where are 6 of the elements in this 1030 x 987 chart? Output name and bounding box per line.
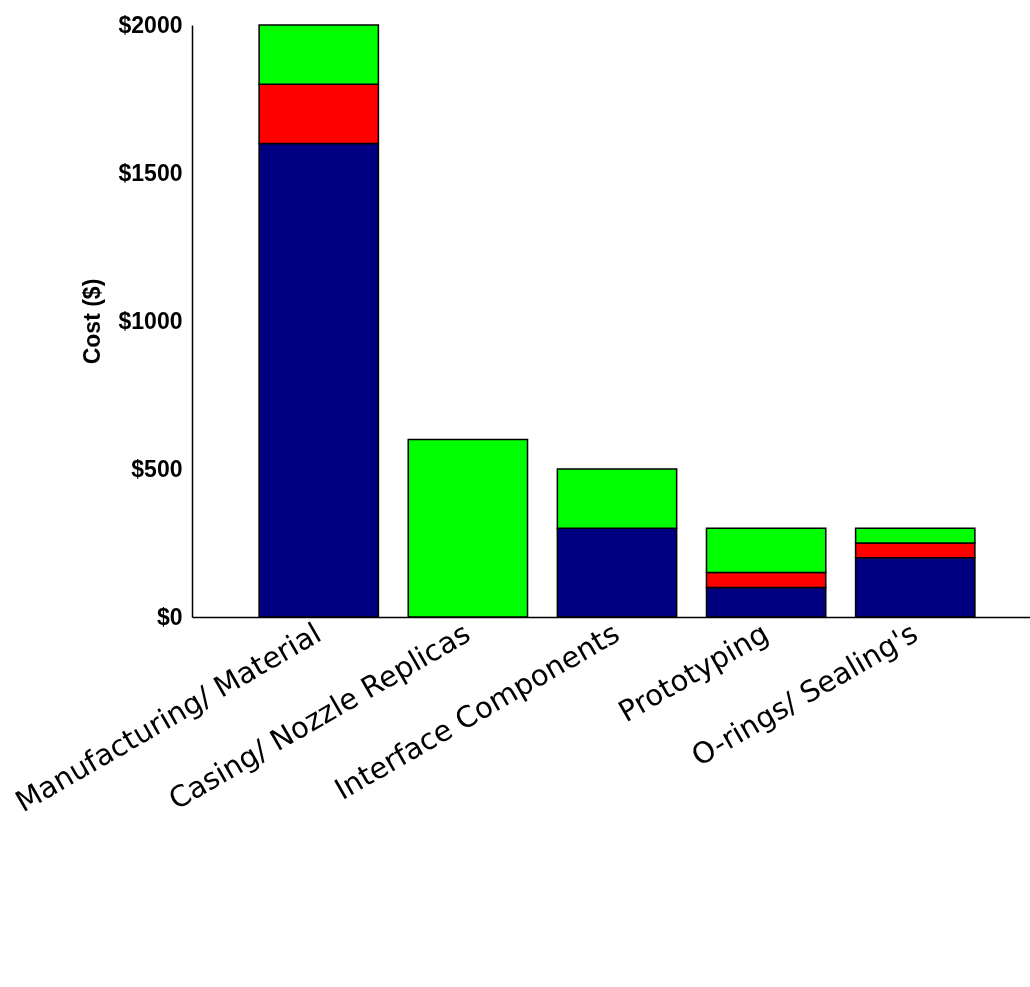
y-tick-label: $2000 — [118, 11, 183, 38]
y-axis-title: Cost ($) — [78, 278, 105, 365]
y-tick-label: $1500 — [118, 159, 183, 186]
y-tick-label: $0 — [156, 603, 183, 630]
y-tick-label: $500 — [131, 455, 183, 482]
y-tick-label: $1000 — [118, 307, 183, 334]
